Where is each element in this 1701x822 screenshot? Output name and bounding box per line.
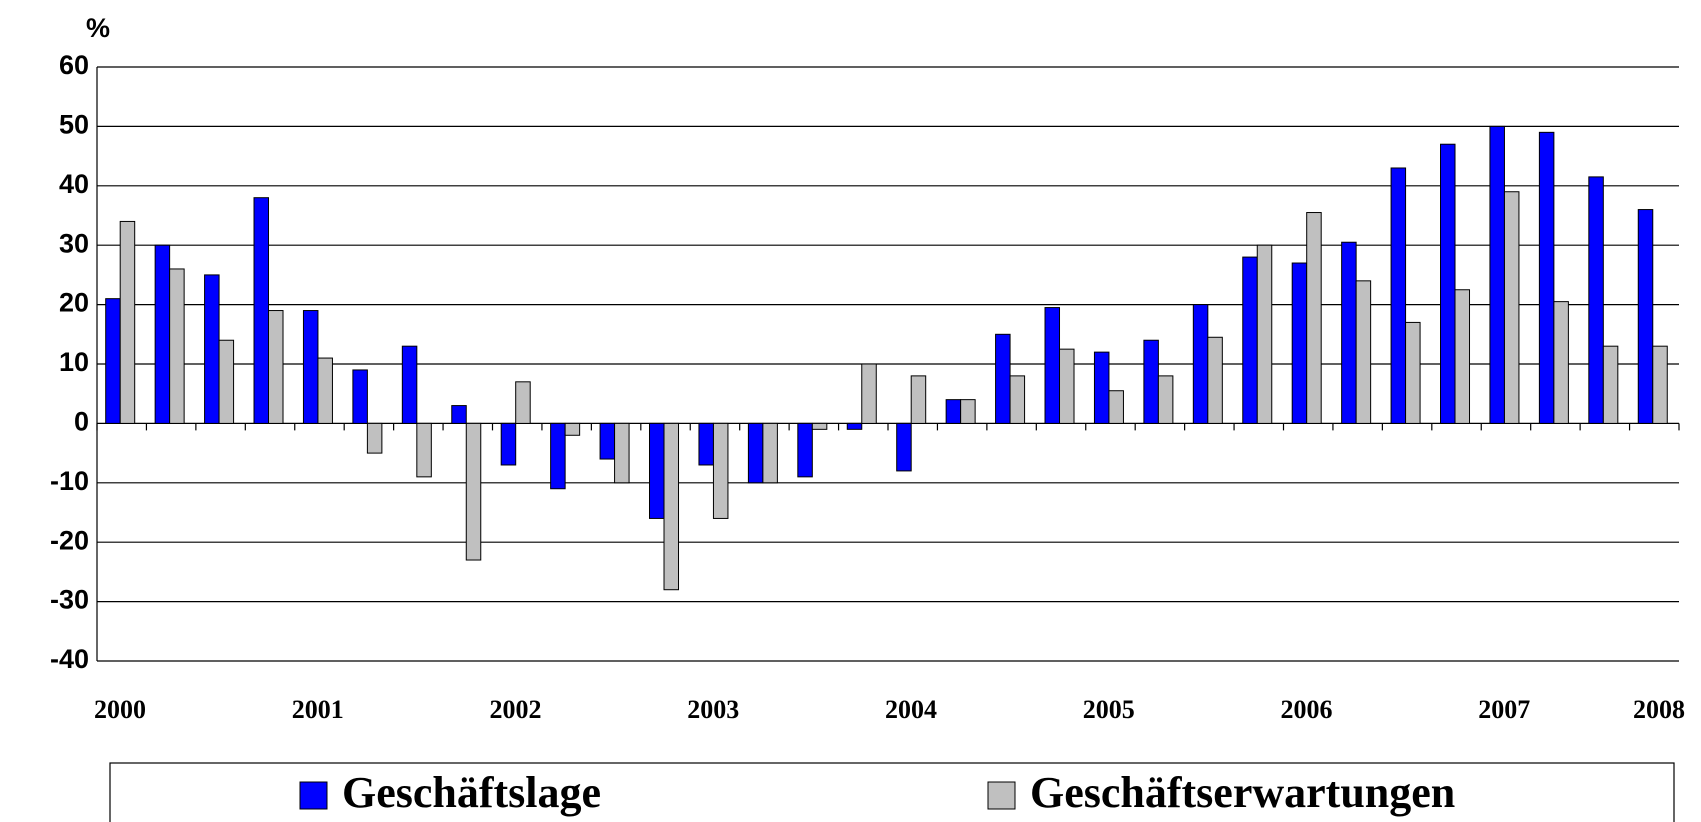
y-tick-label: 30 bbox=[59, 228, 89, 258]
y-tick-label: 20 bbox=[59, 288, 89, 318]
bar bbox=[218, 339, 235, 424]
bar bbox=[1503, 191, 1520, 424]
y-tick-label: -10 bbox=[50, 466, 89, 496]
bar bbox=[663, 422, 680, 591]
bar bbox=[105, 298, 121, 424]
bar bbox=[352, 369, 368, 424]
x-tick-label: 2007 bbox=[1478, 695, 1530, 724]
bar bbox=[169, 268, 185, 424]
bar bbox=[1538, 131, 1555, 424]
bar bbox=[960, 399, 976, 424]
y-tick-label: -30 bbox=[50, 585, 89, 615]
bar bbox=[119, 220, 136, 424]
bar bbox=[614, 422, 630, 484]
bar bbox=[1588, 176, 1604, 424]
bar bbox=[712, 422, 729, 519]
bar bbox=[1306, 212, 1322, 424]
bar bbox=[154, 244, 171, 424]
bar bbox=[1291, 262, 1308, 424]
bar bbox=[945, 399, 962, 424]
y-tick-label: 0 bbox=[74, 407, 89, 437]
bar bbox=[910, 375, 927, 424]
bar bbox=[1093, 351, 1110, 424]
bar bbox=[698, 422, 714, 466]
bar bbox=[1454, 289, 1471, 424]
bar bbox=[1192, 304, 1209, 424]
y-tick-label: 40 bbox=[59, 169, 89, 199]
bar bbox=[500, 422, 517, 466]
bar bbox=[1652, 345, 1668, 424]
bar bbox=[896, 422, 912, 472]
x-tick-label: 2003 bbox=[687, 695, 739, 724]
bar bbox=[762, 422, 778, 484]
bar bbox=[268, 310, 284, 424]
bar bbox=[1044, 307, 1061, 424]
legend-label: Geschäftslage bbox=[342, 768, 601, 817]
x-tick-label: 2000 bbox=[94, 695, 146, 724]
bar bbox=[564, 422, 581, 436]
bar bbox=[1143, 339, 1159, 424]
bar bbox=[366, 422, 383, 454]
bar bbox=[1390, 167, 1407, 424]
bar bbox=[1157, 375, 1174, 424]
bar bbox=[465, 422, 482, 561]
bar bbox=[1341, 241, 1357, 424]
x-tick-label: 2002 bbox=[490, 695, 542, 724]
bar bbox=[1059, 348, 1075, 424]
bar bbox=[515, 381, 531, 424]
y-tick-label: 10 bbox=[59, 347, 89, 377]
x-tick-label: 2004 bbox=[885, 695, 937, 724]
legend-swatch bbox=[299, 781, 328, 810]
bar bbox=[401, 345, 418, 424]
bar bbox=[1355, 280, 1372, 424]
bar bbox=[204, 274, 220, 424]
x-tick-label: 2006 bbox=[1281, 695, 1333, 724]
bar bbox=[747, 422, 764, 484]
legend-swatch bbox=[987, 781, 1016, 810]
bar bbox=[317, 357, 333, 424]
bar bbox=[451, 405, 467, 424]
y-tick-label: -20 bbox=[50, 525, 89, 555]
bar bbox=[1489, 125, 1505, 424]
bar bbox=[599, 422, 616, 460]
bar bbox=[861, 363, 877, 424]
x-tick-label: 2005 bbox=[1083, 695, 1135, 724]
bar bbox=[1440, 143, 1456, 424]
bar bbox=[1242, 256, 1258, 424]
bar bbox=[1256, 244, 1273, 424]
y-axis-label: % bbox=[86, 13, 110, 43]
y-tick-label: 60 bbox=[59, 50, 89, 80]
bar bbox=[797, 422, 813, 478]
y-tick-label: 50 bbox=[59, 110, 89, 140]
x-end-label: 2008 bbox=[1633, 695, 1685, 724]
y-tick-label: -40 bbox=[50, 644, 89, 674]
bar bbox=[1009, 375, 1026, 424]
bar bbox=[1637, 209, 1654, 424]
bar bbox=[416, 422, 432, 478]
bar bbox=[649, 422, 665, 519]
legend-label: Geschäftserwartungen bbox=[1030, 768, 1455, 817]
bar bbox=[1108, 390, 1124, 424]
bar bbox=[1553, 301, 1569, 424]
bar bbox=[253, 197, 270, 424]
bar bbox=[1602, 345, 1619, 424]
bar bbox=[1405, 321, 1421, 424]
bar bbox=[995, 333, 1011, 424]
bar bbox=[811, 422, 828, 430]
bar bbox=[302, 310, 319, 424]
bar bbox=[1207, 336, 1223, 424]
bar bbox=[550, 422, 566, 490]
x-tick-label: 2001 bbox=[292, 695, 344, 724]
legend-box bbox=[109, 762, 1675, 822]
bar bbox=[846, 422, 863, 430]
